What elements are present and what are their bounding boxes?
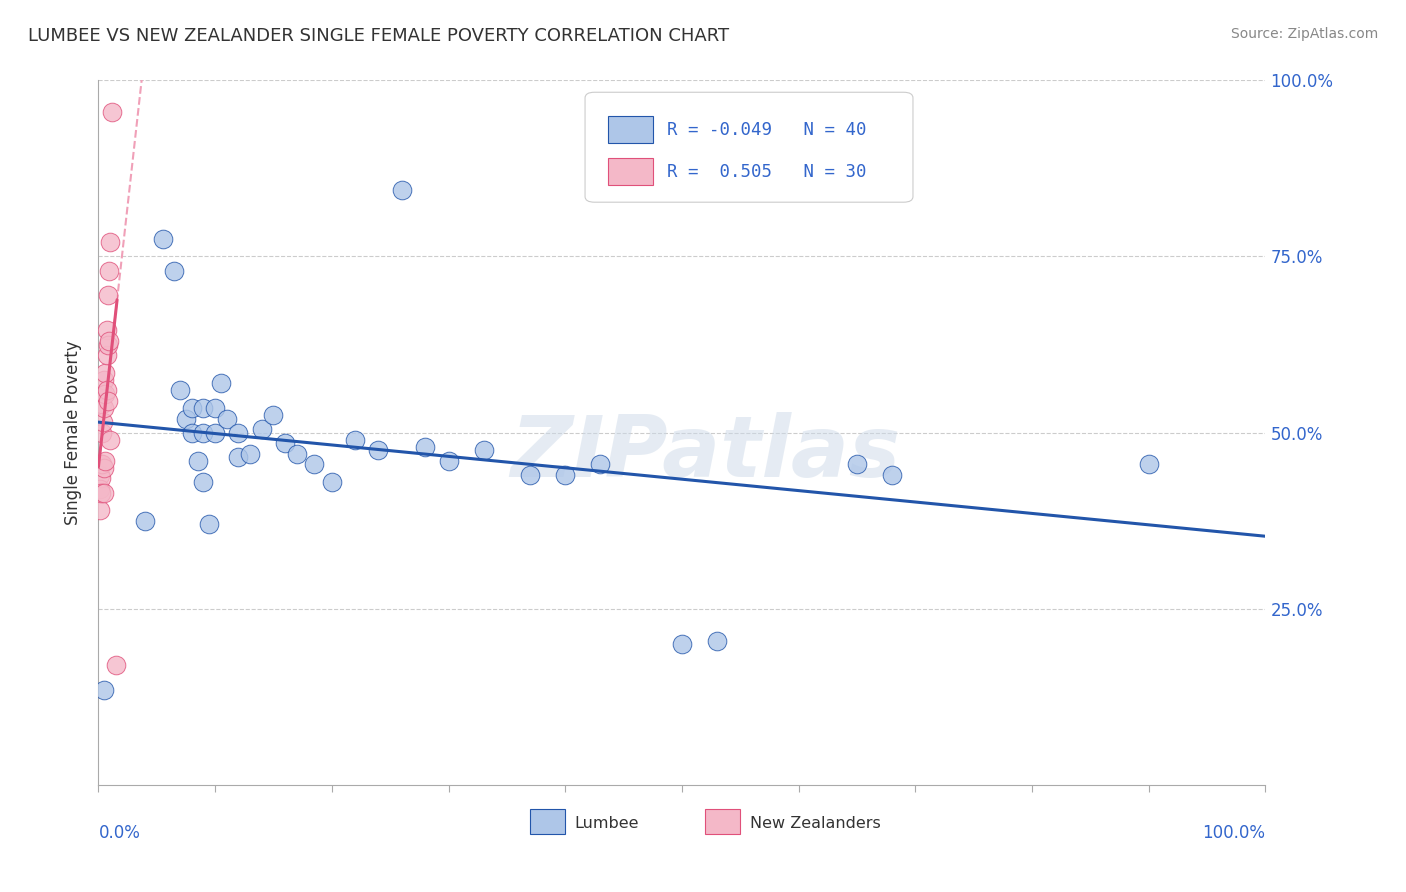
Point (93, 460, 115, 475)
Point (94, 366, 117, 380)
Point (90, 458, 112, 472)
Point (413, 440, 436, 454)
Point (250, 422, 273, 436)
Point (344, 433, 367, 447)
Point (90, 485, 112, 500)
Point (94, 387, 117, 401)
Point (90, 471, 112, 485)
Text: 0.0%: 0.0% (98, 823, 141, 842)
Point (391, 182, 413, 196)
FancyBboxPatch shape (585, 92, 912, 202)
Point (193, 475, 215, 489)
Point (180, 425, 202, 440)
Text: ZIPatlas: ZIPatlas (510, 412, 900, 495)
Point (880, 467, 903, 482)
Point (90, 425, 112, 440)
Text: Source: ZipAtlas.com: Source: ZipAtlas.com (1230, 27, 1378, 41)
Point (180, 401, 202, 415)
Point (96, 323, 118, 337)
Point (204, 425, 226, 440)
Point (437, 454, 460, 468)
Point (239, 447, 262, 461)
Point (209, 376, 232, 391)
Point (97, 288, 120, 302)
Point (204, 401, 226, 415)
Point (215, 411, 238, 425)
Point (193, 425, 215, 440)
Point (134, 514, 156, 528)
Point (274, 436, 297, 450)
FancyBboxPatch shape (609, 116, 652, 143)
Point (152, 232, 174, 246)
Point (93, 401, 115, 415)
Point (706, 633, 728, 648)
Point (262, 408, 284, 422)
Point (97, 334, 120, 348)
FancyBboxPatch shape (530, 809, 565, 834)
Point (169, 384, 191, 398)
Point (97, 263, 120, 277)
Point (91, 415, 114, 429)
Point (1137, 458, 1160, 472)
Point (93, 485, 115, 500)
Point (321, 475, 343, 489)
Text: 100.0%: 100.0% (1202, 823, 1265, 842)
Point (89, 467, 111, 482)
Point (671, 637, 693, 651)
Text: R =  0.505   N = 30: R = 0.505 N = 30 (666, 163, 866, 181)
Point (89, 482, 111, 496)
Text: R = -0.049   N = 40: R = -0.049 N = 40 (666, 120, 866, 138)
Text: New Zealanders: New Zealanders (749, 815, 880, 830)
Point (97, 393, 120, 408)
Point (90, 458, 112, 472)
Point (304, 458, 326, 472)
Point (472, 443, 495, 458)
Point (228, 450, 250, 465)
Point (589, 458, 612, 472)
Point (193, 401, 215, 415)
Text: Lumbee: Lumbee (575, 815, 640, 830)
Text: LUMBEE VS NEW ZEALANDER SINGLE FEMALE POVERTY CORRELATION CHART: LUMBEE VS NEW ZEALANDER SINGLE FEMALE PO… (28, 27, 730, 45)
Point (97, 337, 120, 351)
Point (228, 425, 250, 440)
Point (187, 454, 209, 468)
Point (93, 373, 115, 387)
Point (98, 235, 121, 250)
Point (367, 443, 389, 458)
Point (198, 517, 221, 532)
Point (89, 503, 111, 517)
Point (96, 384, 118, 398)
Point (554, 467, 576, 482)
FancyBboxPatch shape (609, 159, 652, 186)
Point (174, 411, 197, 425)
Point (90, 397, 112, 411)
Point (96, 348, 118, 362)
Point (163, 263, 186, 277)
Point (285, 447, 308, 461)
Point (519, 467, 541, 482)
FancyBboxPatch shape (706, 809, 741, 834)
Point (94, 454, 117, 468)
Y-axis label: Single Female Poverty: Single Female Poverty (65, 341, 83, 524)
Point (104, 658, 127, 673)
Point (98, 433, 121, 447)
Point (93, 682, 115, 697)
Point (846, 458, 869, 472)
Point (91, 387, 114, 401)
Point (101, 105, 124, 120)
